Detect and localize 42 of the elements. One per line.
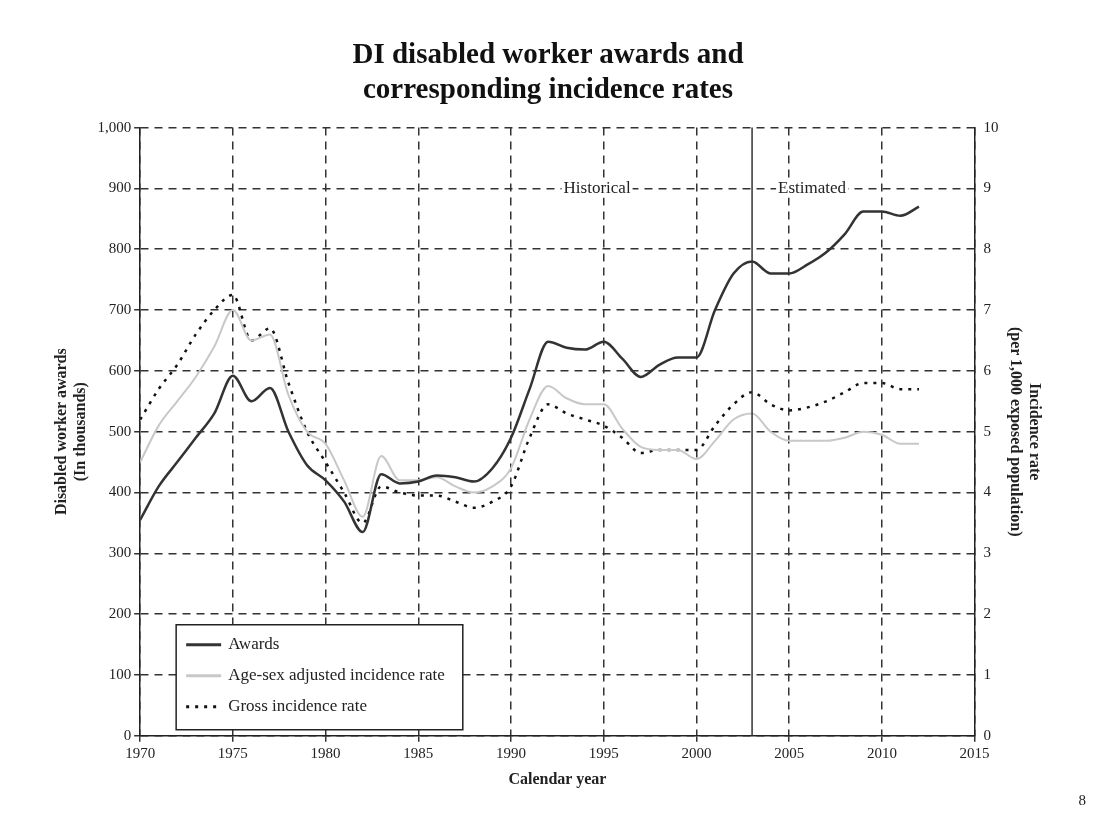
annotation: Estimated	[778, 177, 847, 197]
y-tick-label: 500	[108, 422, 132, 439]
y-tick-label: 1,000	[97, 118, 132, 135]
text: 8	[1078, 791, 1086, 808]
y-tick-label: 100	[108, 665, 132, 682]
x-tick-label: 2010	[866, 744, 897, 761]
y-tick-label: 0	[123, 726, 132, 743]
y2-tick-label: 2	[983, 605, 992, 622]
annotation: Historical	[563, 177, 631, 197]
x-tick-label: 2005	[774, 744, 805, 761]
y-tick-label: 800	[108, 240, 132, 257]
x-tick-label: 1980	[310, 744, 341, 761]
y-tick-label: 400	[108, 483, 132, 500]
y-axis-title: Disabled worker awards (In thousands)	[51, 348, 89, 516]
y2-tick-label: 7	[983, 301, 992, 317]
chart-title: DI disabled worker awards and corresponding incidence rates	[352, 36, 744, 104]
y2-tick-label: 5	[983, 422, 992, 439]
x-axis-title: Calendar year	[508, 769, 607, 788]
y-tick-label: 600	[108, 361, 132, 378]
y-tick-label: 200	[108, 605, 132, 622]
x-tick-label: 2000	[681, 744, 712, 761]
y2-tick-label: 1	[983, 665, 992, 682]
y-tick-label: 300	[108, 544, 132, 561]
x-tick-label: 1975	[217, 744, 248, 761]
y2-tick-label: 6	[983, 361, 992, 378]
y2-tick-label: 9	[983, 179, 992, 196]
x-tick-label: 1995	[588, 744, 619, 761]
legend-label: Awards	[228, 634, 280, 654]
y-tick-label: 700	[108, 301, 132, 317]
x-tick-label: 2015	[959, 744, 990, 761]
y-tick-label: 900	[108, 179, 132, 196]
x-tick-label: 1990	[496, 744, 527, 761]
y2-tick-label: 3	[983, 544, 992, 561]
legend-label: Gross incidence rate	[228, 696, 367, 716]
y2-axis-title: Incidence rate (per 1,000 exposed population)	[1007, 326, 1045, 537]
y2-tick-label: 4	[983, 483, 992, 500]
y2-tick-label: 0	[983, 726, 992, 743]
y2-tick-label: 10	[983, 118, 999, 135]
y2-tick-label: 8	[983, 240, 992, 257]
legend-label: Age-sex adjusted incidence rate	[228, 665, 445, 685]
x-tick-label: 1985	[403, 744, 434, 761]
x-tick-label: 1970	[125, 744, 156, 761]
